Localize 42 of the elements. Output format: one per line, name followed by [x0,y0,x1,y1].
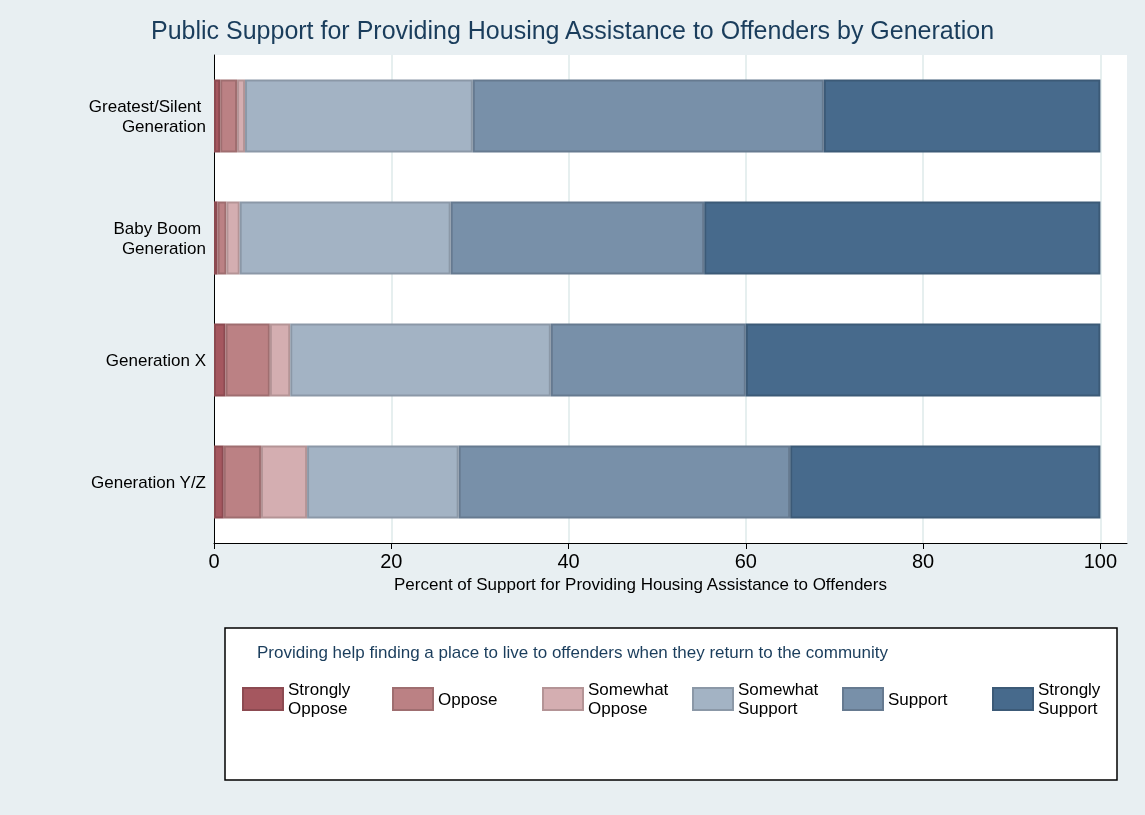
y-tick-label: Generation Y/Z [91,472,206,492]
bar [823,79,1101,153]
legend-label: Oppose [438,689,498,709]
x-tick-label: 60 [734,550,757,572]
legend-title: Providing help finding a place to live to offenders when they return to the community [257,643,889,662]
legend-label: Strongly Support [1038,680,1106,718]
bar [220,79,238,153]
x-tick-label: 0 [208,550,220,572]
legend-label: Support [888,689,948,709]
bar [260,445,308,519]
bar [214,445,224,519]
x-tick-label: 80 [912,550,935,572]
bar [217,201,227,275]
bar [790,445,1101,519]
bar [290,323,551,397]
x-axis-title: Percent of Support for Providing Housing Assistance to Offenders [394,574,887,594]
y-tick-label: Baby Boom Generation [113,218,206,258]
bar [269,323,291,397]
y-tick-label: Generation X [105,350,206,370]
bar [214,323,226,397]
bar [550,323,746,397]
bar [223,445,261,519]
bar [458,445,791,519]
legend-label: Strongly Oppose [288,680,356,718]
bar [745,323,1101,397]
legend-label: Somewhat Oppose [588,680,674,718]
bar [225,323,270,397]
bar [245,79,473,153]
x-tick-label: 20 [380,550,403,572]
bar [237,79,246,153]
bar [450,201,705,275]
chart-title: Public Support for Providing Housing Assistance to Offenders by Generation [150,15,995,44]
bar [226,201,240,275]
x-tick-label: 100 [1083,550,1118,572]
x-tick-label: 40 [557,550,580,572]
y-tick-label: Greatest/Silent Generation [88,96,206,136]
legend-label: Somewhat Support [738,680,824,718]
bar [214,79,221,153]
bar [239,201,451,275]
bar [307,445,459,519]
bar [704,201,1101,275]
bar [472,79,824,153]
